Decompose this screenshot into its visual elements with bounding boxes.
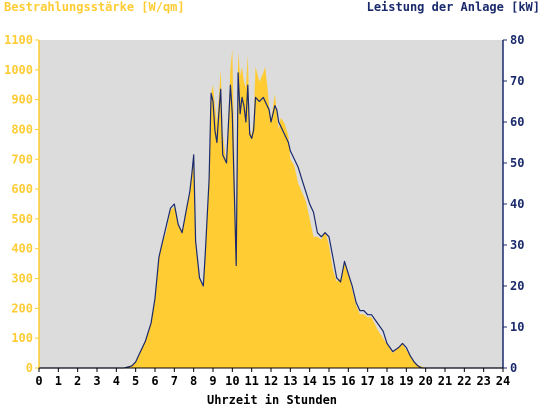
x-tick-label: 11	[244, 374, 258, 388]
left-tick-label: 200	[11, 301, 33, 315]
left-axis-title: Bestrahlungsstärke [W/qm]	[4, 0, 185, 14]
irradiance-area	[39, 48, 503, 369]
right-tick-label: 20	[510, 279, 524, 293]
x-tick-label: 14	[302, 374, 316, 388]
axes-layer: 0100200300400500600700800900100011000102…	[4, 33, 524, 388]
right-tick-label: 0	[510, 361, 517, 375]
left-tick-label: 0	[26, 361, 33, 375]
left-tick-label: 700	[11, 152, 33, 166]
x-tick-label: 0	[35, 374, 42, 388]
right-tick-label: 50	[510, 156, 524, 170]
x-tick-label: 7	[171, 374, 178, 388]
x-tick-label: 16	[341, 374, 355, 388]
left-tick-label: 800	[11, 122, 33, 136]
x-tick-label: 6	[151, 374, 158, 388]
left-tick-label: 100	[11, 331, 33, 345]
x-tick-label: 5	[132, 374, 139, 388]
left-tick-label: 1000	[4, 63, 33, 77]
right-tick-label: 30	[510, 238, 524, 252]
right-axis-title: Leistung der Anlage [kW]	[366, 0, 540, 14]
left-tick-label: 300	[11, 272, 33, 286]
x-tick-label: 22	[457, 374, 471, 388]
right-tick-label: 10	[510, 320, 524, 334]
x-tick-label: 2	[74, 374, 81, 388]
series-layer	[39, 48, 503, 369]
x-axis-title: Uhrzeit in Stunden	[206, 393, 338, 407]
x-tick-label: 10	[225, 374, 239, 388]
left-tick-label: 900	[11, 93, 33, 107]
x-tick-label: 13	[283, 374, 297, 388]
left-tick-label: 500	[11, 212, 33, 226]
x-tick-label: 8	[190, 374, 197, 388]
left-tick-label: 600	[11, 182, 33, 196]
right-tick-label: 70	[510, 74, 524, 88]
x-tick-label: 4	[113, 374, 120, 388]
left-tick-label: 400	[11, 242, 33, 256]
x-tick-label: 19	[399, 374, 413, 388]
x-tick-label: 18	[380, 374, 394, 388]
x-tick-label: 12	[264, 374, 278, 388]
power-line	[39, 72, 503, 369]
x-tick-label: 17	[360, 374, 374, 388]
x-tick-label: 23	[476, 374, 490, 388]
x-tick-label: 24	[496, 374, 510, 388]
x-tick-label: 15	[322, 374, 336, 388]
x-tick-label: 1	[55, 374, 62, 388]
right-tick-label: 40	[510, 197, 524, 211]
x-tick-label: 9	[209, 374, 216, 388]
x-tick-label: 3	[93, 374, 100, 388]
x-tick-label: 20	[418, 374, 432, 388]
x-tick-label: 21	[438, 374, 452, 388]
left-tick-label: 1100	[4, 33, 33, 47]
right-tick-label: 60	[510, 115, 524, 129]
right-tick-label: 80	[510, 33, 524, 47]
